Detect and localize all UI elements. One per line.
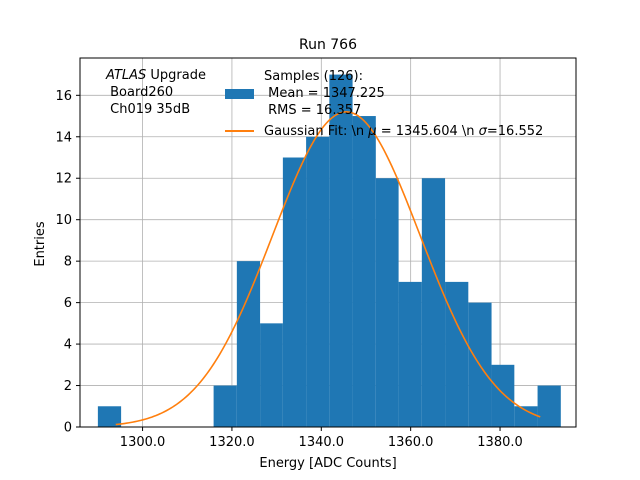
y-tick-label: 0: [64, 421, 72, 436]
y-axis-ticks: 0 2 4 6 8 10 12 14 16: [55, 89, 80, 436]
histogram-bar: [282, 157, 307, 427]
histogram-bar: [445, 281, 469, 427]
y-tick-label: 14: [55, 130, 72, 145]
legend-fit-label: Gaussian Fit: \n μ = 1345.604 \n σ=16.55…: [264, 124, 543, 139]
histogram-bar: [329, 74, 353, 428]
y-tick-label: 2: [64, 379, 72, 394]
legend: Samples (126): Mean = 1347.225 RMS = 16.…: [225, 69, 543, 139]
legend-fit-prefix: Gaussian Fit: \n: [264, 124, 368, 139]
y-axis-label: Entries: [33, 221, 48, 267]
legend-fit-sigma-symbol: σ: [479, 124, 488, 139]
histogram-bar: [514, 406, 538, 427]
y-tick-label: 12: [55, 172, 72, 187]
legend-fit-mu-value: = 1345.604 \n: [377, 124, 479, 139]
x-tick-label: 1300.0: [120, 435, 166, 450]
annotation-upgrade-label: Upgrade: [146, 68, 206, 83]
legend-fit-mu-symbol: μ: [367, 124, 376, 139]
y-tick-label: 8: [64, 255, 72, 270]
annotation-board: Board260: [106, 85, 173, 100]
x-tick-label: 1340.0: [299, 435, 345, 450]
legend-samples-rms: RMS = 16.357: [264, 103, 361, 118]
plot-frame: [79, 57, 577, 428]
gaussian-fit-curve: [115, 111, 541, 426]
histogram-bar: [260, 323, 283, 427]
annotation-channel: Ch019 35dB: [106, 102, 190, 117]
y-tick-label: 4: [64, 338, 72, 353]
legend-samples-mean: Mean = 1347.225: [264, 86, 385, 101]
histogram-bar: [375, 178, 399, 427]
x-tick-label: 1320.0: [209, 435, 255, 450]
legend-samples-title: Samples (126):: [264, 69, 363, 84]
legend-samples-swatch: [225, 89, 254, 99]
x-axis-ticks: 1300.0 1320.0 1340.0 1360.0 1380.0: [120, 427, 523, 450]
histogram-bar: [213, 385, 237, 427]
histogram-bar: [97, 406, 122, 427]
gaussian-fit-layer: [115, 111, 541, 426]
x-tick-label: 1360.0: [388, 435, 434, 450]
histogram-bar: [537, 385, 561, 427]
histogram-bar: [398, 281, 422, 427]
histogram-bars: [97, 74, 561, 428]
y-tick-label: 6: [64, 296, 72, 311]
atlas-annotation: ATLAS Upgrade Board260 Ch019 35dB: [105, 68, 206, 117]
x-tick-label: 1380.0: [477, 435, 523, 450]
histogram-bar: [421, 178, 446, 427]
chart-title: Run 766: [299, 37, 357, 53]
y-tick-label: 16: [55, 89, 72, 104]
histogram-bar: [352, 116, 376, 427]
histogram-bar: [236, 261, 261, 427]
y-tick-label: 10: [55, 213, 72, 228]
annotation-line-1: ATLAS Upgrade: [105, 68, 206, 83]
x-axis-label: Energy [ADC Counts]: [259, 456, 396, 471]
histogram-bar: [306, 136, 330, 428]
annotation-atlas-label: ATLAS: [105, 68, 146, 83]
legend-fit-sigma-value: =16.552: [487, 124, 543, 139]
histogram-bar: [491, 364, 515, 427]
